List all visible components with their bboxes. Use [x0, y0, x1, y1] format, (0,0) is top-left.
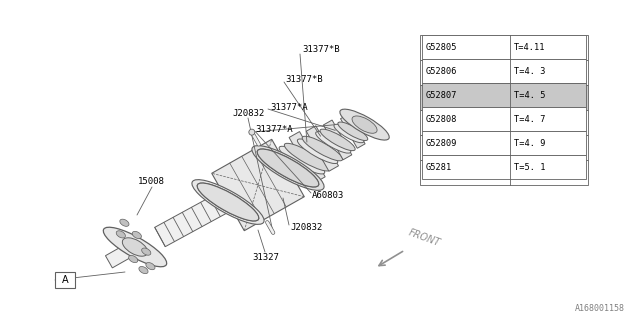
Polygon shape	[155, 172, 266, 247]
Text: G52806: G52806	[424, 68, 454, 77]
Text: T=4. 3: T=4. 3	[515, 68, 545, 77]
Ellipse shape	[340, 109, 389, 140]
Text: G52805: G52805	[426, 43, 458, 52]
Text: T=4. 9: T=4. 9	[515, 143, 545, 152]
Text: T=4.11: T=4.11	[515, 43, 545, 52]
Text: FRONT: FRONT	[407, 227, 442, 248]
Text: T=4.11: T=4.11	[514, 43, 545, 52]
Text: T=4. 5: T=4. 5	[515, 93, 545, 102]
Bar	[422, 131, 586, 155]
Text: G52806: G52806	[426, 67, 458, 76]
Text: 31327: 31327	[252, 253, 279, 262]
Ellipse shape	[257, 149, 319, 187]
Ellipse shape	[316, 132, 351, 153]
Text: J20832: J20832	[232, 108, 264, 117]
Ellipse shape	[122, 238, 148, 256]
Bar	[422, 59, 586, 83]
Ellipse shape	[352, 116, 377, 133]
Text: 31377*B: 31377*B	[285, 76, 323, 84]
Polygon shape	[106, 241, 138, 268]
Text: G52807: G52807	[424, 93, 454, 102]
Bar	[420, 60, 588, 85]
Text: A168001158: A168001158	[575, 304, 625, 313]
Text: T=4. 7: T=4. 7	[514, 115, 545, 124]
Ellipse shape	[141, 248, 151, 255]
Ellipse shape	[192, 180, 264, 224]
Ellipse shape	[197, 183, 259, 221]
Text: T=4. 3: T=4. 3	[514, 67, 545, 76]
Ellipse shape	[132, 231, 141, 238]
Ellipse shape	[252, 146, 324, 190]
Ellipse shape	[146, 262, 155, 270]
Ellipse shape	[257, 149, 319, 187]
Circle shape	[249, 129, 255, 135]
Ellipse shape	[334, 124, 364, 143]
Text: G5281: G5281	[424, 168, 449, 177]
Text: T=4. 7: T=4. 7	[515, 118, 545, 127]
Polygon shape	[289, 132, 325, 183]
Text: T=5. 1: T=5. 1	[515, 168, 545, 177]
Ellipse shape	[197, 183, 259, 221]
Text: G52809: G52809	[426, 139, 458, 148]
Text: A: A	[61, 275, 68, 285]
Text: A60803: A60803	[312, 190, 344, 199]
Polygon shape	[212, 139, 304, 231]
Text: J20832: J20832	[290, 223, 323, 233]
Text: 31377*A: 31377*A	[270, 102, 308, 111]
Text: G52809: G52809	[424, 143, 454, 152]
Bar	[420, 135, 588, 160]
Text: G52807: G52807	[426, 91, 458, 100]
Bar	[420, 110, 588, 135]
Polygon shape	[307, 126, 339, 171]
Bar	[420, 160, 588, 185]
Ellipse shape	[320, 129, 355, 151]
Bar	[422, 155, 586, 179]
Ellipse shape	[302, 136, 342, 161]
Text: 31377*B: 31377*B	[302, 45, 340, 54]
Bar	[422, 83, 586, 107]
Ellipse shape	[139, 267, 148, 274]
Text: G52808: G52808	[426, 115, 458, 124]
Text: 31377*A: 31377*A	[255, 125, 292, 134]
Polygon shape	[323, 120, 352, 160]
Ellipse shape	[116, 231, 125, 238]
Ellipse shape	[284, 143, 330, 171]
Ellipse shape	[129, 255, 138, 263]
Text: 15008: 15008	[138, 178, 165, 187]
Text: G5281: G5281	[426, 163, 452, 172]
Text: T=5. 1: T=5. 1	[514, 163, 545, 172]
Text: T=4. 9: T=4. 9	[514, 139, 545, 148]
Bar	[422, 107, 586, 131]
Ellipse shape	[103, 227, 166, 267]
Bar	[55, 272, 75, 288]
Ellipse shape	[120, 219, 129, 226]
Text: G52805: G52805	[424, 43, 454, 52]
Bar	[420, 35, 588, 60]
Polygon shape	[340, 114, 365, 148]
Text: G52808: G52808	[424, 118, 454, 127]
Bar	[422, 35, 586, 59]
Ellipse shape	[279, 146, 324, 174]
Text: T=4. 5: T=4. 5	[514, 91, 545, 100]
Ellipse shape	[338, 122, 368, 140]
Bar	[420, 85, 588, 110]
Ellipse shape	[298, 139, 338, 164]
